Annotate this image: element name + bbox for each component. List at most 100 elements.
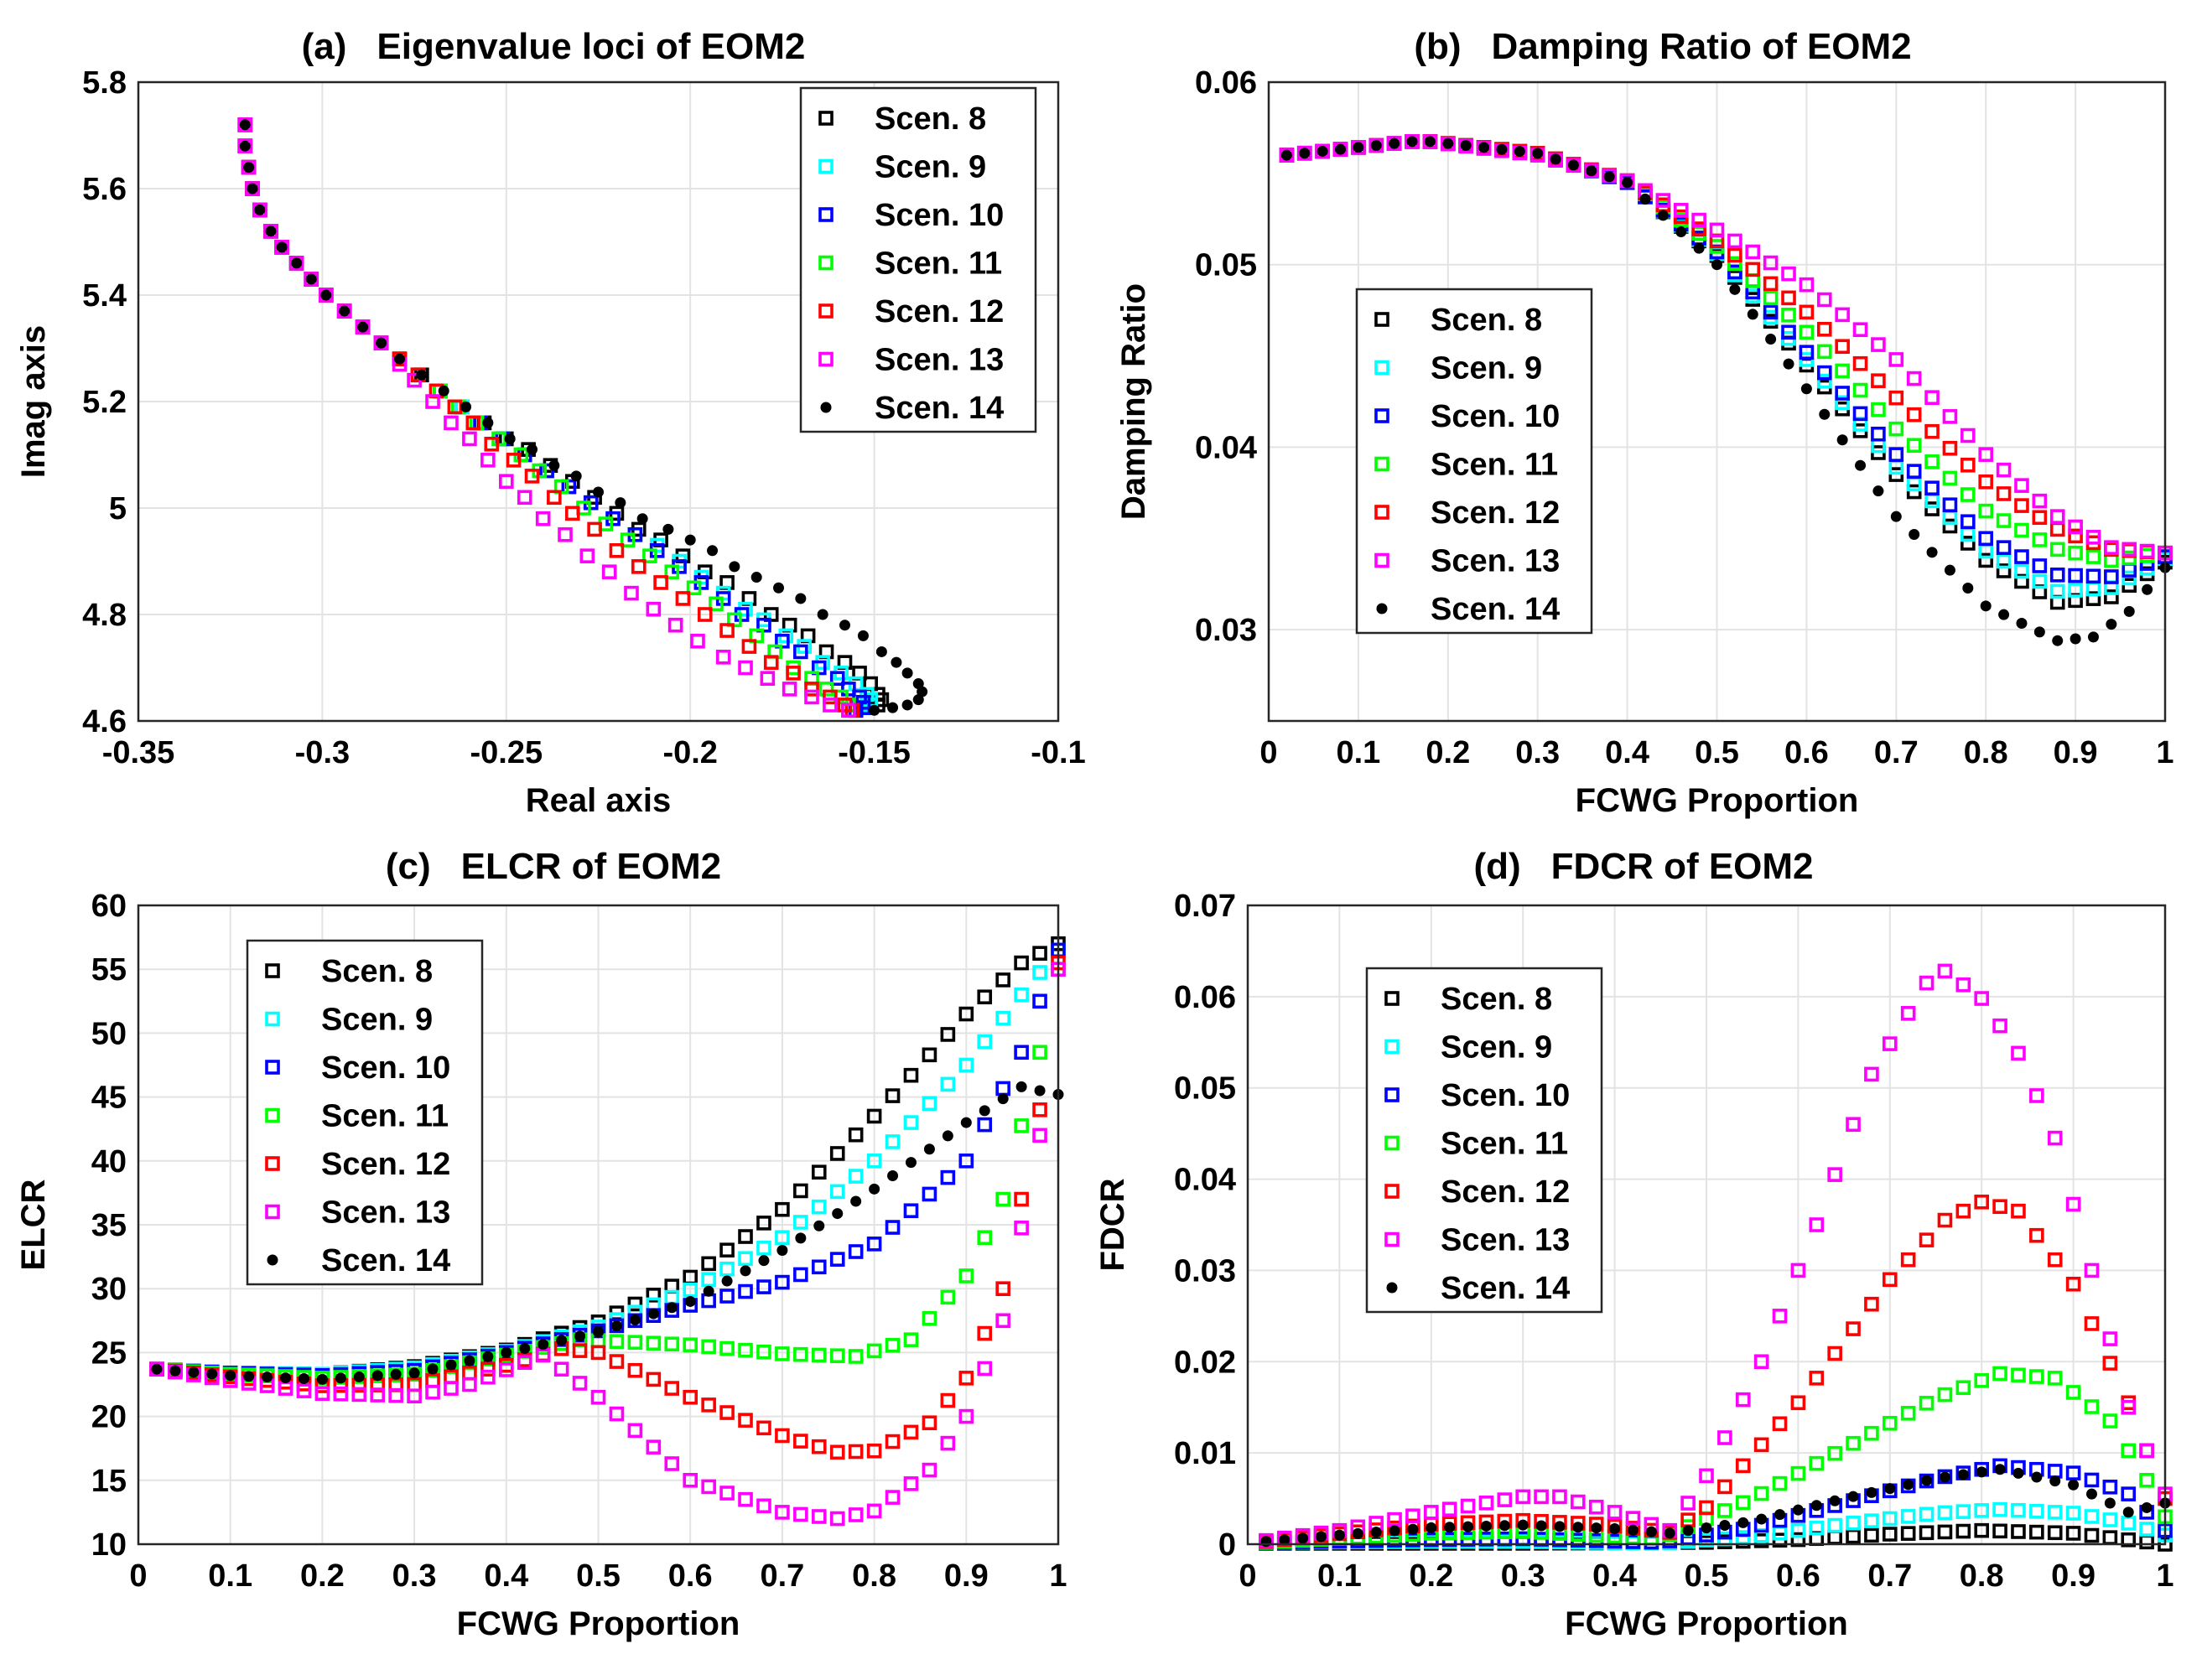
data-point	[609, 1406, 625, 1422]
legend-label: Scen. 12	[1431, 495, 1560, 531]
data-point	[2068, 528, 2083, 544]
data-point	[2011, 1524, 2026, 1539]
data-point	[887, 1169, 899, 1181]
data-point	[823, 689, 838, 705]
data-point	[243, 1371, 255, 1382]
data-point	[2122, 1506, 2134, 1518]
data-point	[756, 1344, 771, 1360]
data-point	[390, 1368, 402, 1380]
data-point	[885, 1490, 901, 1505]
data-point	[427, 1363, 439, 1375]
data-point	[977, 1034, 993, 1050]
data-point	[239, 140, 251, 152]
x-tick-label: 0.2	[1409, 1558, 1453, 1594]
data-point	[553, 1361, 569, 1377]
data-point	[1717, 1479, 1732, 1495]
data-point	[738, 1283, 753, 1299]
data-point	[1299, 148, 1311, 159]
series-scen-13	[237, 117, 856, 718]
data-point	[318, 288, 334, 303]
data-point	[958, 1268, 974, 1283]
legend-label: Scen. 9	[1431, 351, 1542, 386]
data-point	[572, 1376, 588, 1391]
data-point	[1888, 421, 1904, 437]
data-point	[1871, 402, 1886, 417]
data-point	[738, 1491, 753, 1507]
data-point	[885, 1134, 901, 1149]
data-point	[1996, 540, 2012, 555]
x-tick-label: 0.9	[2051, 1558, 2096, 1594]
data-point	[829, 1146, 845, 1161]
data-point	[1566, 158, 1581, 174]
data-point	[977, 1117, 993, 1133]
data-point	[795, 593, 807, 604]
legend-label: Scen. 13	[1441, 1223, 1570, 1258]
data-point	[1480, 1520, 1492, 1532]
legend-label: Scen. 10	[1431, 399, 1560, 434]
data-point	[1992, 1501, 2007, 1517]
data-point	[2102, 1479, 2118, 1495]
data-point	[1572, 1522, 1584, 1533]
data-point	[721, 1275, 733, 1287]
data-point	[2032, 558, 2048, 573]
data-point	[1924, 501, 1940, 516]
data-point	[564, 506, 580, 521]
data-point	[1550, 153, 1561, 165]
data-point	[653, 575, 668, 590]
chart-title: (d) FDCR of EOM2	[1473, 846, 1813, 887]
data-point	[891, 656, 902, 668]
data-point	[245, 181, 260, 196]
legend-label: Scen. 12	[1441, 1174, 1570, 1210]
data-point	[1332, 142, 1348, 157]
data-point	[763, 655, 779, 670]
panel-label: (b)	[1414, 26, 1461, 67]
data-point	[666, 1302, 678, 1314]
data-point	[601, 564, 617, 580]
data-point	[1691, 221, 1706, 236]
data-point	[1763, 304, 1779, 320]
data-point	[1426, 1522, 1437, 1533]
data-point	[333, 1386, 349, 1402]
data-point	[2139, 1473, 2154, 1488]
axes-frame	[1246, 904, 2167, 1546]
data-point	[519, 1343, 531, 1355]
data-point	[1921, 1475, 1933, 1486]
data-point	[940, 1435, 956, 1451]
data-point	[1996, 553, 2012, 569]
data-point	[756, 1420, 771, 1436]
x-tick-label: 0.8	[1960, 1558, 2004, 1594]
data-point	[1424, 136, 1436, 148]
panel-label: (d)	[1473, 846, 1520, 887]
data-point	[2084, 1472, 2100, 1488]
data-point	[818, 682, 834, 697]
data-point	[1370, 1527, 1382, 1538]
data-point	[773, 582, 785, 594]
data-point	[866, 1154, 882, 1169]
data-point	[1900, 1006, 1916, 1021]
data-point	[1992, 1018, 2007, 1034]
data-point	[444, 415, 459, 431]
data-point	[620, 532, 636, 547]
data-point	[866, 1237, 882, 1252]
data-point	[683, 1282, 699, 1298]
data-point	[237, 138, 253, 153]
data-point	[1852, 406, 1868, 422]
data-point	[1852, 355, 1868, 371]
data-point	[885, 1434, 901, 1449]
data-point	[811, 1199, 827, 1215]
data-point	[480, 1361, 496, 1377]
data-point	[579, 548, 595, 563]
data-point	[2014, 522, 2029, 538]
data-point	[1279, 1534, 1291, 1546]
data-point	[629, 1314, 641, 1325]
data-point	[1774, 1509, 1786, 1521]
data-point	[1441, 1501, 1457, 1517]
data-point	[2014, 573, 2029, 589]
data-point	[2047, 1130, 2063, 1146]
data-point	[1622, 177, 1633, 189]
data-point	[1942, 440, 1958, 456]
x-tick-label: 0.6	[668, 1558, 713, 1594]
data-point	[416, 369, 428, 381]
data-point	[460, 401, 472, 412]
data-point	[775, 1346, 790, 1361]
